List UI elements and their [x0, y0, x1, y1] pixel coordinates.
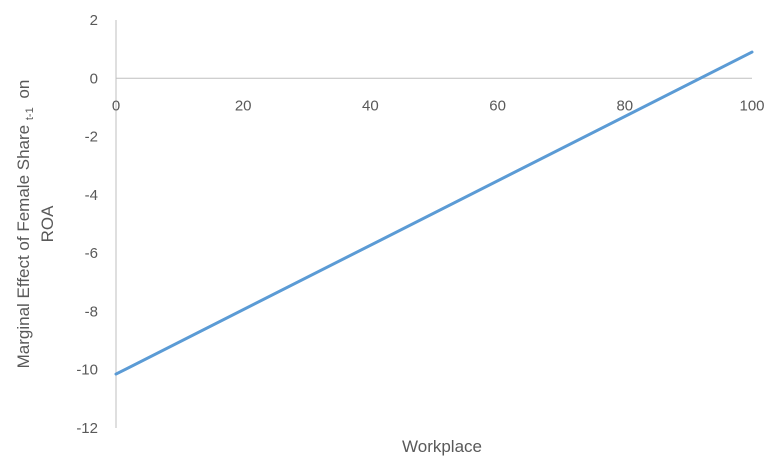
y-tick-label: -12 — [76, 420, 98, 437]
x-tick-label: 20 — [235, 97, 252, 114]
x-axis-title: Workplace — [402, 437, 482, 456]
x-tick-label: 60 — [489, 97, 506, 114]
series — [114, 50, 754, 376]
y-tick-label: -10 — [76, 362, 98, 379]
y-tick-label: 0 — [90, 70, 98, 87]
x-tick-label: 0 — [112, 97, 120, 114]
x-tick-label: 80 — [616, 97, 633, 114]
y-axis-title-tail: on — [14, 80, 33, 99]
y-tick-label: 2 — [90, 12, 98, 29]
y-tick-label: -2 — [85, 129, 98, 146]
y-tick-label: -6 — [85, 245, 98, 262]
series-line — [114, 50, 754, 376]
y-axis-title-line1: Marginal Effect of Female Share t-1 on — [14, 80, 37, 369]
y-axis-title-subscript: t-1 — [24, 107, 36, 120]
x-tick-labels: 0 20 40 60 80 100 — [112, 97, 765, 114]
y-axis-title-line2: ROA — [38, 205, 57, 243]
y-tick-label: -8 — [85, 303, 98, 320]
y-tick-labels: 2 0 -2 -4 -6 -8 -10 -12 — [76, 12, 98, 437]
x-tick-label: 40 — [362, 97, 379, 114]
y-axis-title-main: Marginal Effect of Female Share — [14, 125, 33, 368]
y-tick-label: -4 — [85, 187, 98, 204]
x-tick-label: 100 — [739, 97, 764, 114]
